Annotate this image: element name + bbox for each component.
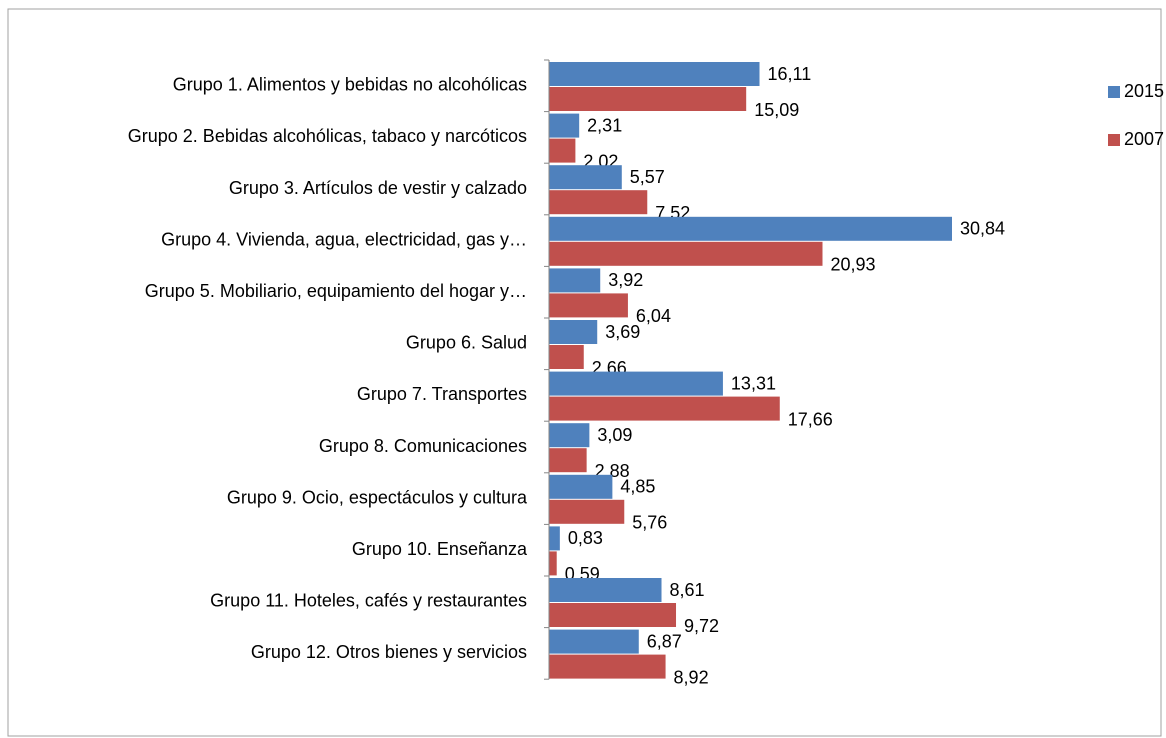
bar	[549, 654, 666, 679]
bar	[549, 526, 560, 551]
bar	[549, 603, 677, 627]
value-label: 13,31	[731, 373, 776, 393]
legend-swatch	[1108, 86, 1120, 98]
category-label: Grupo 2. Bebidas alcohólicas, tabaco y n…	[128, 126, 527, 146]
bar	[549, 448, 587, 473]
bar	[549, 345, 584, 369]
category-label: Grupo 4. Vivienda, agua, electricidad, g…	[161, 229, 527, 249]
bar	[549, 320, 598, 344]
value-label: 15,09	[754, 100, 799, 120]
bar	[549, 371, 723, 396]
value-label: 5,76	[632, 513, 667, 533]
category-label: Grupo 8. Comunicaciones	[319, 436, 527, 456]
bar	[549, 578, 662, 602]
category-label: Grupo 12. Otros bienes y servicios	[251, 642, 527, 662]
bar	[549, 138, 576, 163]
category-label: Grupo 3. Artículos de vestir y calzado	[229, 178, 527, 198]
bar	[549, 629, 639, 654]
category-label: Grupo 5. Mobiliario, equipamiento del ho…	[145, 281, 527, 301]
bar	[549, 293, 628, 318]
category-label: Grupo 1. Alimentos y bebidas no alcohóli…	[173, 75, 527, 95]
bar	[549, 190, 648, 215]
value-label: 6,87	[647, 631, 682, 651]
bar	[549, 113, 580, 138]
bar	[549, 216, 952, 241]
bar	[549, 62, 760, 86]
value-label: 3,92	[608, 270, 643, 290]
category-label: Grupo 6. Salud	[406, 333, 527, 353]
value-label: 5,57	[630, 167, 665, 187]
bar	[549, 499, 625, 524]
value-label: 2,31	[587, 115, 622, 135]
value-label: 20,93	[831, 255, 876, 275]
bar	[549, 396, 780, 421]
bar	[549, 551, 557, 576]
bar	[549, 423, 590, 448]
value-label: 4,85	[620, 477, 655, 497]
bar	[549, 87, 747, 111]
legend-swatch	[1108, 134, 1120, 146]
value-label: 17,66	[788, 409, 833, 429]
bar	[549, 241, 823, 266]
value-label: 9,72	[684, 616, 719, 636]
category-label: Grupo 11. Hoteles, cafés y restaurantes	[210, 591, 527, 611]
bar	[549, 474, 613, 499]
value-label: 30,84	[960, 219, 1005, 239]
bar	[549, 268, 601, 293]
legend-label: 2015	[1124, 81, 1164, 101]
bar	[549, 165, 622, 190]
category-label: Grupo 9. Ocio, espectáculos y cultura	[227, 487, 528, 507]
legend-label: 2007	[1124, 129, 1164, 149]
value-label: 0,83	[568, 528, 603, 548]
category-label: Grupo 7. Transportes	[357, 384, 527, 404]
value-label: 3,09	[597, 425, 632, 445]
value-label: 8,92	[674, 667, 709, 687]
value-label: 8,61	[670, 580, 705, 600]
value-label: 3,69	[605, 322, 640, 342]
value-label: 6,04	[636, 306, 671, 326]
value-label: 16,11	[768, 64, 812, 84]
category-label: Grupo 10. Enseñanza	[352, 539, 528, 559]
